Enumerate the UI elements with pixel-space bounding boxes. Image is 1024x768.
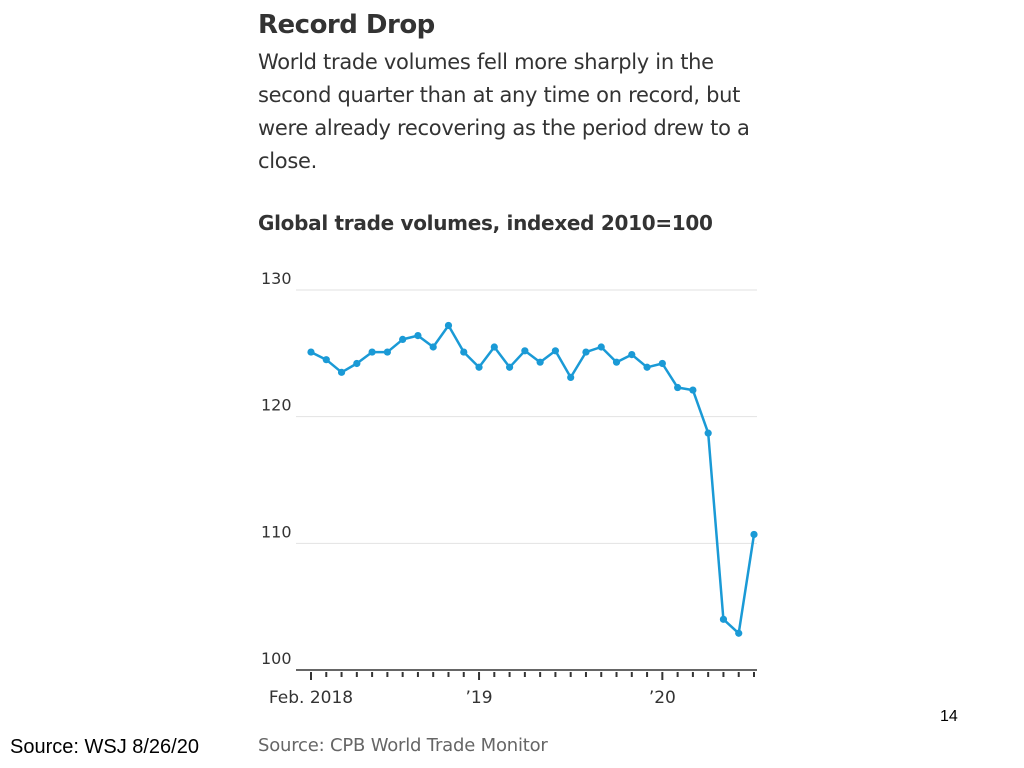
y-tick-label-120: 120	[261, 396, 292, 415]
data-point	[429, 343, 437, 351]
grid-layer	[296, 289, 757, 544]
data-point	[719, 615, 728, 623]
data-point	[521, 347, 529, 355]
source-note: Source: CPB World Trade Monitor	[258, 735, 548, 756]
data-point	[368, 348, 376, 356]
data-point	[460, 348, 468, 356]
data-point	[475, 363, 483, 371]
data-point	[490, 343, 498, 351]
series-line	[309, 324, 756, 635]
data-point	[414, 332, 422, 340]
data-point	[674, 383, 682, 392]
data-point	[322, 356, 330, 364]
x-tick-label: ’20	[649, 688, 676, 708]
data-point	[612, 358, 621, 366]
data-point	[689, 386, 697, 394]
page-number: 14	[940, 708, 958, 725]
data-point	[704, 429, 712, 437]
data-point	[643, 363, 651, 371]
data-point	[505, 363, 514, 371]
chart-title: Global trade volumes, indexed 2010=100	[258, 211, 713, 235]
data-point	[582, 348, 590, 356]
data-point	[337, 368, 346, 376]
data-point	[551, 347, 560, 355]
data-point	[597, 343, 605, 351]
series-layer	[307, 321, 758, 637]
y-tick-label-110: 110	[261, 522, 292, 541]
slide-source: Source: WSJ 8/26/20	[10, 736, 199, 758]
data-point	[750, 530, 758, 539]
data-point	[536, 358, 544, 366]
data-point	[353, 359, 361, 368]
data-point	[444, 321, 453, 330]
data-point	[383, 348, 391, 356]
y-tick-label-130: 130	[261, 269, 292, 288]
y-axis: 100 110 120 130	[261, 269, 292, 668]
x-tick-label: Feb. 2018	[269, 688, 353, 708]
data-point	[658, 359, 666, 368]
data-point	[567, 373, 575, 381]
data-point	[628, 351, 636, 359]
data-point	[735, 629, 743, 637]
data-point	[307, 348, 315, 356]
headline: Record Drop	[258, 10, 435, 40]
y-tick-label-100: 100	[261, 649, 292, 668]
dek-text: World trade volumes fell more sharply in…	[258, 50, 750, 173]
x-axis: Feb. 2018 ’19 ’20	[269, 669, 757, 708]
x-tick-label: ’19	[466, 688, 493, 708]
data-point	[399, 335, 407, 343]
